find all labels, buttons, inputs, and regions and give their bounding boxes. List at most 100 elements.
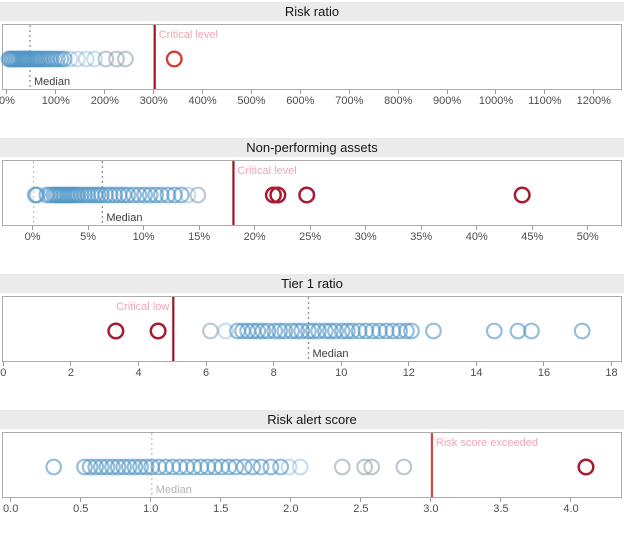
data-point-blue: [485, 322, 503, 340]
tick-mark: [309, 226, 311, 230]
data-point-gray: [333, 458, 351, 476]
median-label: Median: [312, 348, 348, 360]
data-point-blue: [126, 458, 144, 476]
data-point-gray: [189, 186, 207, 204]
data-point-blue: [310, 322, 327, 340]
data-point-blue: [104, 458, 121, 476]
tick-mark: [87, 226, 89, 230]
data-point-blue: [288, 322, 306, 340]
data-point-blue: [235, 458, 253, 476]
tick-mark: [32, 226, 34, 230]
tick-label: 1.5: [213, 503, 229, 515]
data-point-blue: [92, 186, 110, 204]
tick-mark: [6, 90, 8, 94]
panel-title: Non-performing assets: [246, 140, 378, 155]
panel-title-band: Tier 1 ratio: [0, 274, 624, 293]
data-point-blue: [97, 186, 115, 204]
tick-mark: [611, 362, 613, 366]
tick-label: 0%: [0, 95, 15, 107]
data-point-blue: [141, 186, 159, 204]
tick-label: 30%: [354, 231, 377, 243]
tick-mark: [10, 498, 12, 502]
tick-mark: [360, 498, 362, 502]
median-label: Median: [106, 212, 142, 224]
panel-title: Tier 1 ratio: [281, 276, 343, 291]
tick-label: 2.5: [353, 503, 369, 515]
tick-label: 3.5: [493, 503, 509, 515]
data-point-blue: [276, 322, 294, 340]
data-point-blue: [322, 322, 339, 340]
data-point-gray: [356, 458, 374, 476]
tick-mark: [55, 90, 57, 94]
tick-mark: [299, 90, 301, 94]
data-point-darkred: [269, 186, 287, 204]
tick-mark: [250, 90, 252, 94]
tick-mark: [495, 90, 497, 94]
data-point-lightblue: [291, 458, 309, 476]
tick-mark: [531, 226, 533, 230]
critical-label: Critical level: [159, 29, 218, 41]
tick-mark: [570, 498, 572, 502]
data-point-blue: [327, 322, 344, 340]
data-point-darkred: [577, 458, 595, 476]
data-point-blue: [98, 458, 116, 476]
data-point-darkred: [513, 186, 531, 204]
data-point-red: [165, 50, 183, 68]
data-point-blue: [45, 458, 63, 476]
tick-label: 1100%: [528, 95, 562, 107]
tick-mark: [593, 90, 595, 94]
plot-canvas: Critical low Median: [107, 297, 591, 361]
tick-mark: [340, 362, 342, 366]
tick-mark: [408, 362, 410, 366]
data-point-blue: [172, 186, 190, 204]
panel-title-band: Non-performing assets: [0, 138, 624, 157]
tick-mark: [198, 226, 200, 230]
data-point-blue: [271, 322, 289, 340]
data-point-blue: [254, 322, 272, 340]
data-point-blue: [101, 186, 119, 204]
tick-mark: [430, 498, 432, 502]
data-point-blue: [252, 458, 270, 476]
data-point-blue: [109, 458, 127, 476]
data-point-blue: [293, 322, 311, 340]
data-point-blue: [425, 322, 442, 340]
data-point-blue: [509, 322, 527, 340]
tick-mark: [205, 362, 207, 366]
tick-label: 10: [335, 367, 348, 379]
data-point-blue: [106, 186, 124, 204]
data-point-blue: [249, 322, 267, 340]
tick-label: 2: [67, 367, 74, 379]
tick-mark: [587, 226, 589, 230]
plot-canvas: Critical level Median: [0, 25, 218, 89]
data-point-blue: [272, 458, 290, 476]
tick-mark: [500, 498, 502, 502]
data-point-darkred: [149, 322, 167, 340]
data-point-blue: [338, 322, 356, 340]
data-point-blue: [316, 322, 334, 340]
data-point-darkred: [298, 186, 316, 204]
median-label: Median: [156, 484, 192, 496]
tick-label: 40%: [465, 231, 488, 243]
data-point-lightblue: [86, 50, 103, 68]
data-point-blue: [136, 186, 153, 204]
plot-area: Critical level Median: [0, 24, 622, 90]
plot-area: Critical level Median: [2, 160, 622, 226]
tick-label: 3.0: [423, 503, 439, 515]
data-point-gray: [395, 458, 413, 476]
panel-title-band: Risk alert score: [0, 410, 624, 429]
data-point-blue: [305, 322, 322, 340]
tick-mark: [446, 90, 448, 94]
data-point-blue: [87, 458, 105, 476]
tick-label: 0.0: [3, 503, 19, 515]
data-point-blue: [266, 322, 284, 340]
tick-label: 50%: [576, 231, 599, 243]
tick-mark: [348, 90, 350, 94]
data-point-blue: [137, 458, 155, 476]
data-point-blue: [159, 186, 177, 204]
tick-label: 1000%: [478, 95, 514, 107]
data-point-blue: [391, 322, 409, 340]
data-point-blue: [573, 322, 591, 340]
tick-mark: [254, 226, 256, 230]
tick-mark: [143, 226, 145, 230]
critical-label: Critical level: [237, 165, 296, 177]
